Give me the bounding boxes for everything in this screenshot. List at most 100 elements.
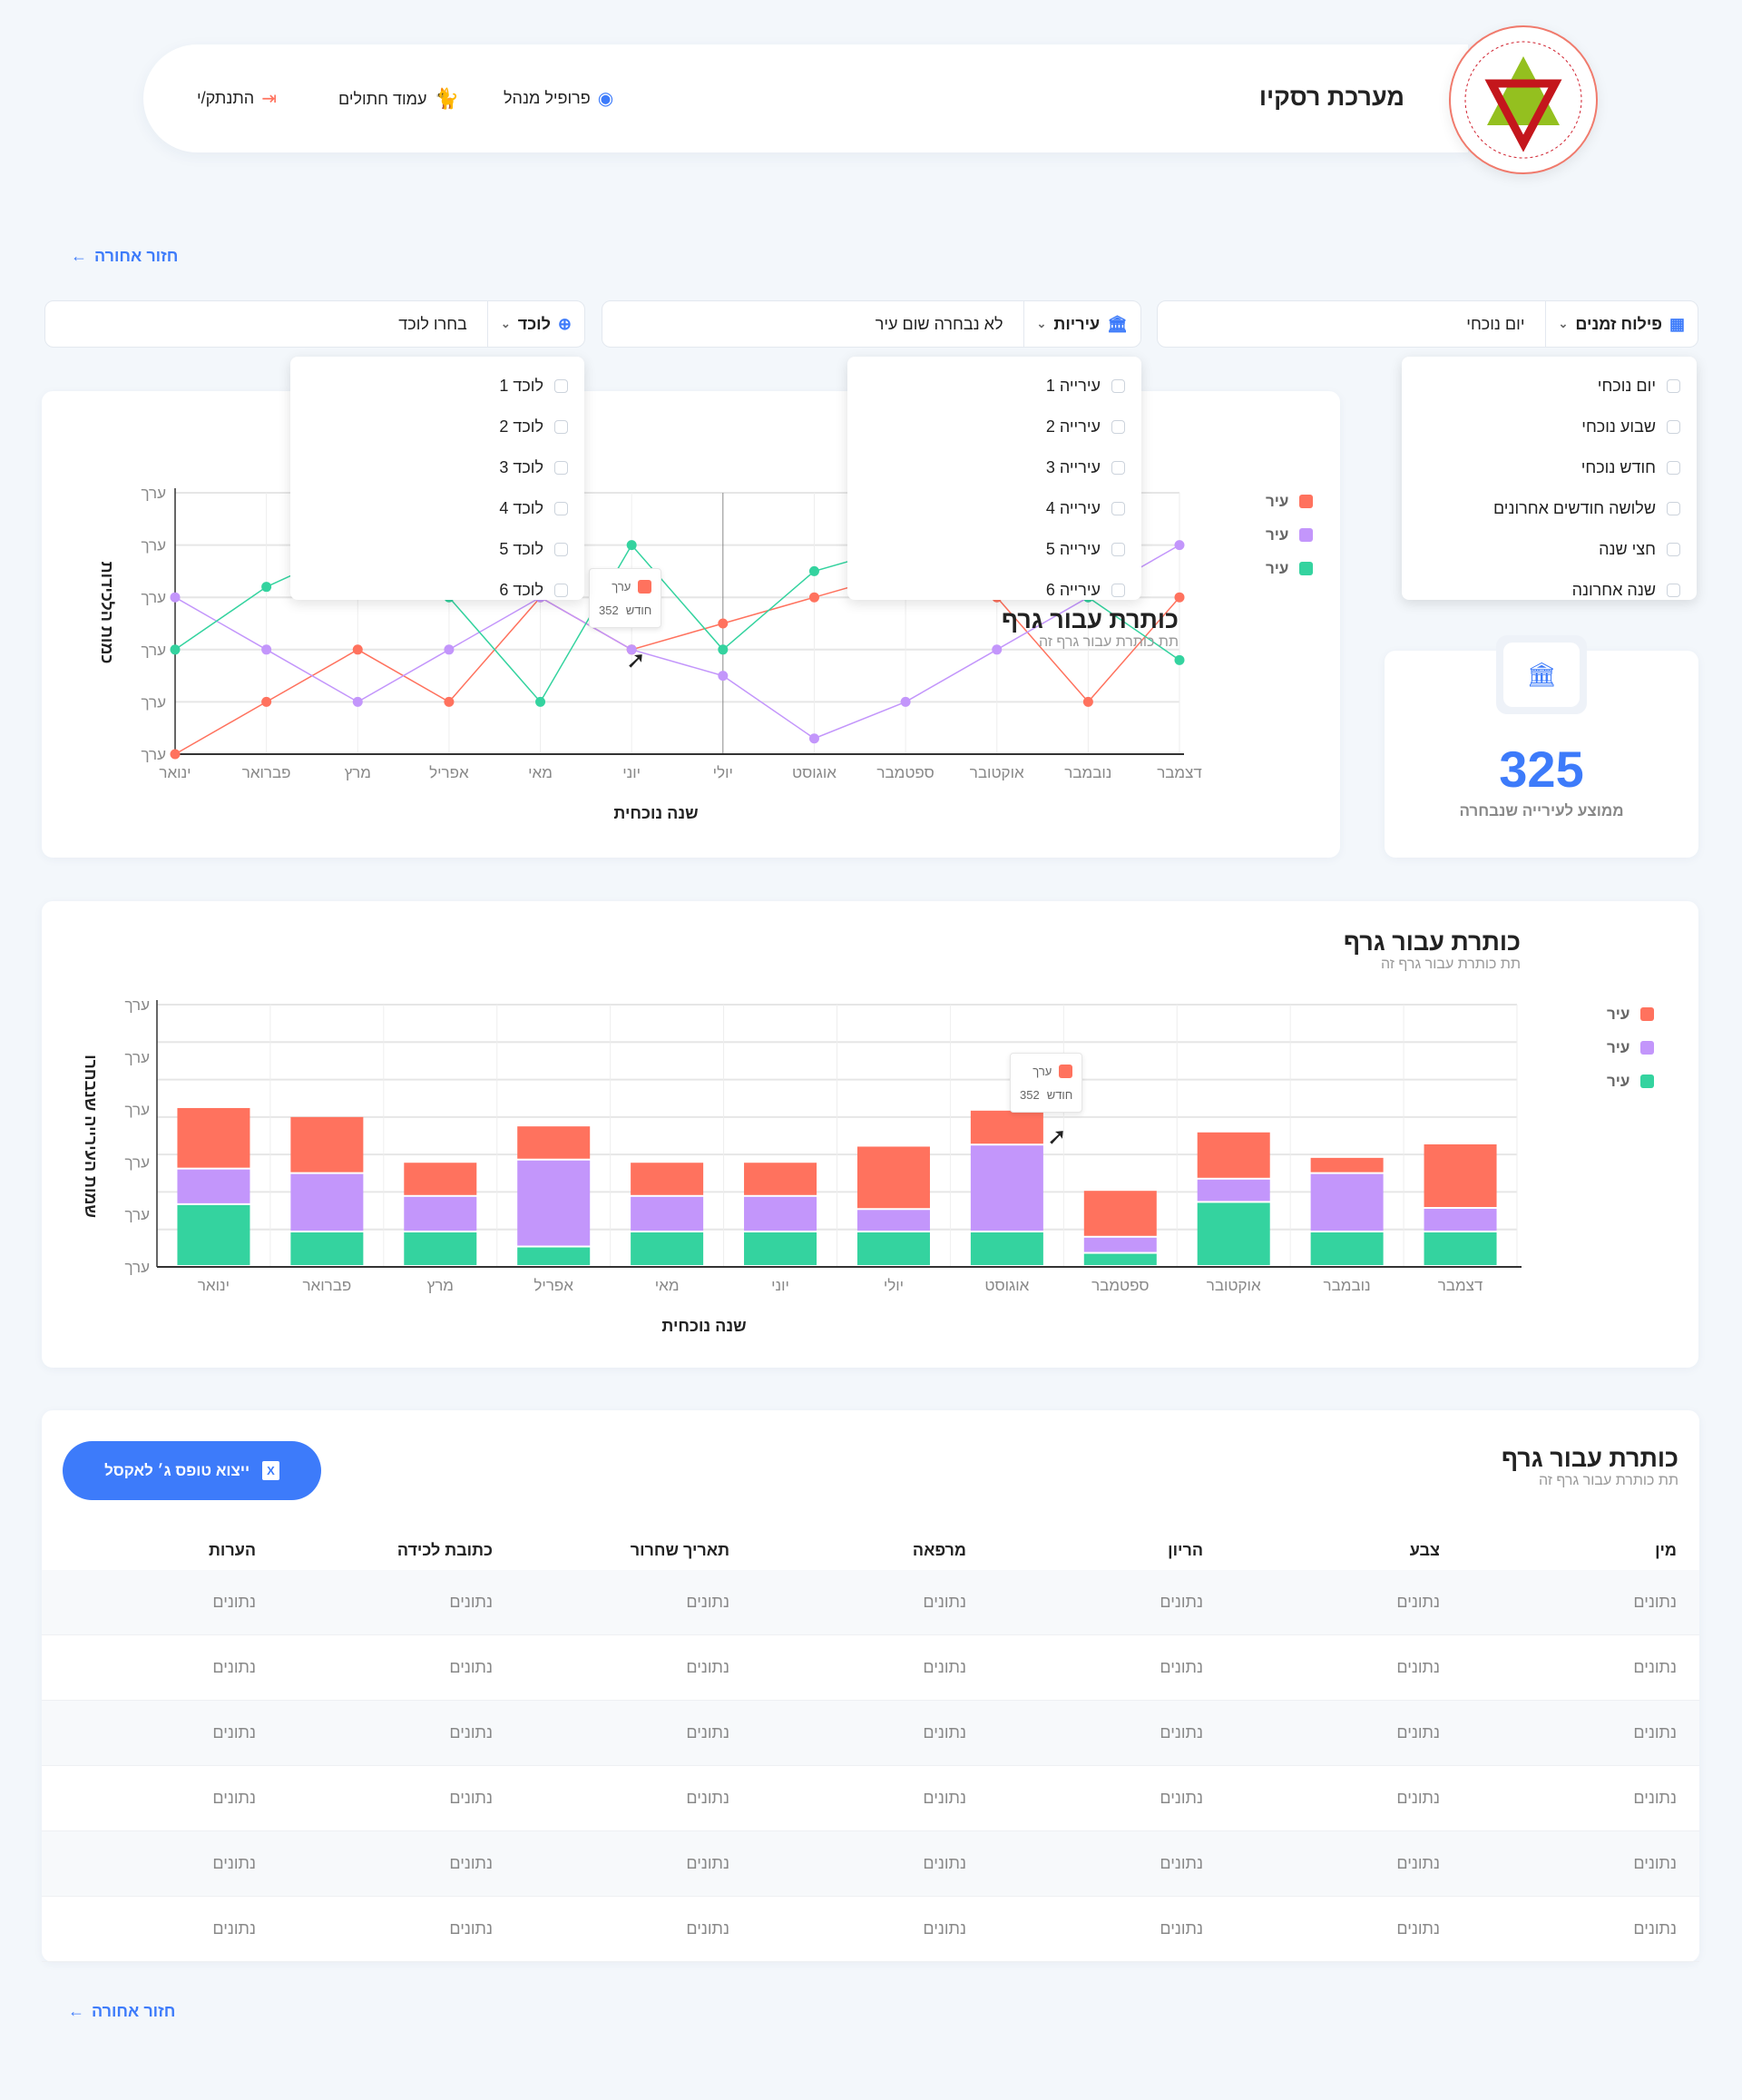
dropdown-option[interactable]: עירייה 3	[847, 447, 1141, 488]
checkbox[interactable]	[554, 543, 568, 556]
dropdown-option[interactable]: חצי שנה	[1402, 529, 1697, 570]
dropdown-option[interactable]: עירייה 2	[847, 407, 1141, 447]
bar-segment	[856, 1146, 930, 1209]
column-header[interactable]: הערות	[208, 1540, 256, 1559]
time-filter[interactable]: ▦ פילוח זמנים ⌄ יום נוכחי	[1157, 300, 1698, 348]
chart-title: כותרת עבור גרף	[1343, 928, 1521, 956]
legend-item[interactable]: עיר	[1607, 1065, 1655, 1098]
checkbox[interactable]	[554, 461, 568, 475]
bar-segment	[631, 1163, 704, 1195]
checkbox[interactable]	[1667, 379, 1680, 393]
column-header[interactable]: הריון	[1168, 1540, 1203, 1559]
x-tick-label: ינואר	[159, 764, 191, 781]
nav-cats-page[interactable]: 🐈 עמוד חתולים	[338, 87, 459, 111]
checkbox[interactable]	[1111, 461, 1125, 475]
column-header[interactable]: כתובת לכידה	[396, 1540, 493, 1559]
chevron-down-icon: ⌄	[500, 317, 511, 330]
legend-item[interactable]: עיר	[1607, 997, 1655, 1031]
dropdown-option[interactable]: לוכד 5	[290, 529, 584, 570]
data-point	[261, 696, 272, 707]
data-point	[808, 565, 819, 576]
nav-admin-profile[interactable]: ◉ פרופיל מנהל	[504, 87, 613, 110]
cities-filter[interactable]: 🏛 עיריות ⌄ לא נבחרה שום עיר	[602, 300, 1141, 348]
data-point	[444, 644, 455, 655]
y-tick-label: ערך	[124, 1153, 150, 1171]
legend-item[interactable]: עיר	[1266, 485, 1314, 518]
legend-label: עיר	[1607, 1038, 1630, 1056]
checkbox[interactable]	[1667, 420, 1680, 434]
column-header[interactable]: תאריך שחרור	[630, 1540, 729, 1559]
table-cell: נתונים	[449, 1919, 493, 1938]
catcher-filter[interactable]: ⊕ לוכד ⌄ בחרו לוכד	[44, 300, 585, 348]
arrow-left-icon: ←	[68, 2002, 84, 2020]
dropdown-option[interactable]: עירייה 6	[847, 570, 1141, 611]
legend-item[interactable]: עיר	[1607, 1031, 1655, 1065]
bar-segment	[177, 1107, 250, 1168]
table-cell: נתונים	[1396, 1854, 1440, 1872]
dropdown-option[interactable]: עירייה 5	[847, 529, 1141, 570]
table-row[interactable]: נתונים נתונים נתונים נתונים נתונים נתונים נתונ…	[42, 1570, 1699, 1635]
dropdown-option[interactable]: עירייה 1	[847, 366, 1141, 407]
tooltip-label: חודש	[625, 603, 652, 617]
dropdown-option[interactable]: לוכד 1	[290, 366, 584, 407]
column-header[interactable]: מין	[1655, 1540, 1677, 1559]
checkbox[interactable]	[1667, 543, 1680, 556]
back-link-bottom[interactable]: חזור אחורה ←	[68, 2002, 175, 2021]
bar-segment	[856, 1210, 930, 1232]
column-header[interactable]: מרפאה	[912, 1540, 966, 1559]
table-row[interactable]: נתונים נתונים נתונים נתונים נתונים נתונים נתונ…	[42, 1766, 1699, 1831]
bar-segment	[517, 1126, 591, 1159]
table-cell: נתונים	[1396, 1593, 1440, 1611]
checkbox[interactable]	[1667, 502, 1680, 515]
x-tick-label: אפריל	[429, 764, 469, 781]
data-point	[1174, 540, 1185, 551]
table-row[interactable]: נתונים נתונים נתונים נתונים נתונים נתונים נתונ…	[42, 1831, 1699, 1897]
bar-segment	[177, 1204, 250, 1265]
label: פילוח זמנים	[1575, 314, 1662, 333]
x-tick-label: פברואר	[242, 764, 291, 781]
checkbox[interactable]	[554, 502, 568, 515]
dropdown-option[interactable]: עירייה 4	[847, 488, 1141, 529]
checkbox[interactable]	[1111, 584, 1125, 597]
table-row[interactable]: נתונים נתונים נתונים נתונים נתונים נתונים נתונ…	[42, 1897, 1699, 1962]
checkbox[interactable]	[1667, 461, 1680, 475]
dropdown-option[interactable]: לוכד 4	[290, 488, 584, 529]
back-link[interactable]: חזור אחורה ←	[71, 247, 178, 266]
dropdown-option[interactable]: יום נוכחי	[1402, 366, 1697, 407]
dropdown-option[interactable]: לוכד 6	[290, 570, 584, 611]
checkbox[interactable]	[1111, 543, 1125, 556]
checkbox[interactable]	[554, 420, 568, 434]
option-label: לוכד 4	[499, 499, 543, 517]
bar-segment	[1197, 1132, 1270, 1178]
tooltip-value: 352	[599, 603, 619, 617]
table-row[interactable]: נתונים נתונים נתונים נתונים נתונים נתונים נתונ…	[42, 1701, 1699, 1766]
dropdown-option[interactable]: שלושה חודשים אחרונים	[1402, 488, 1697, 529]
x-tick-label: מאי	[528, 764, 553, 781]
table-cell: נתונים	[686, 1854, 729, 1872]
option-label: שבוע נוכחי	[1581, 417, 1656, 436]
legend-item[interactable]: עיר	[1266, 518, 1314, 552]
dropdown-option[interactable]: לוכד 3	[290, 447, 584, 488]
dropdown-option[interactable]: לוכד 2	[290, 407, 584, 447]
export-excel-button[interactable]: X ייצוא טופס ג׳ לאקסל	[63, 1441, 321, 1500]
checkbox[interactable]	[1667, 584, 1680, 597]
x-tick-label: ספטמבר	[876, 764, 934, 781]
checkbox[interactable]	[554, 584, 568, 597]
dropdown-option[interactable]: שנה אחרונה	[1402, 570, 1697, 611]
x-tick-label: יולי	[713, 764, 733, 781]
table-cell: נתונים	[1396, 1919, 1440, 1938]
dropdown-option[interactable]: שבוע נוכחי	[1402, 407, 1697, 447]
nav-logout[interactable]: ⇥ התנתק/י	[197, 87, 277, 110]
bar-chart-tooltip: ערך חודש 352	[1010, 1053, 1083, 1113]
option-label: עירייה 1	[1045, 377, 1101, 395]
table-row[interactable]: נתונים נתונים נתונים נתונים נתונים נתונים נתונ…	[42, 1635, 1699, 1701]
checkbox[interactable]	[1111, 379, 1125, 393]
checkbox[interactable]	[554, 379, 568, 393]
checkbox[interactable]	[1111, 502, 1125, 515]
bar-segment	[177, 1169, 250, 1203]
checkbox[interactable]	[1111, 420, 1125, 434]
table-cell: נתונים	[1160, 1593, 1203, 1611]
dropdown-option[interactable]: חודש נוכחי	[1402, 447, 1697, 488]
column-header[interactable]: צבע	[1409, 1540, 1440, 1559]
legend-item[interactable]: עיר	[1266, 552, 1314, 585]
